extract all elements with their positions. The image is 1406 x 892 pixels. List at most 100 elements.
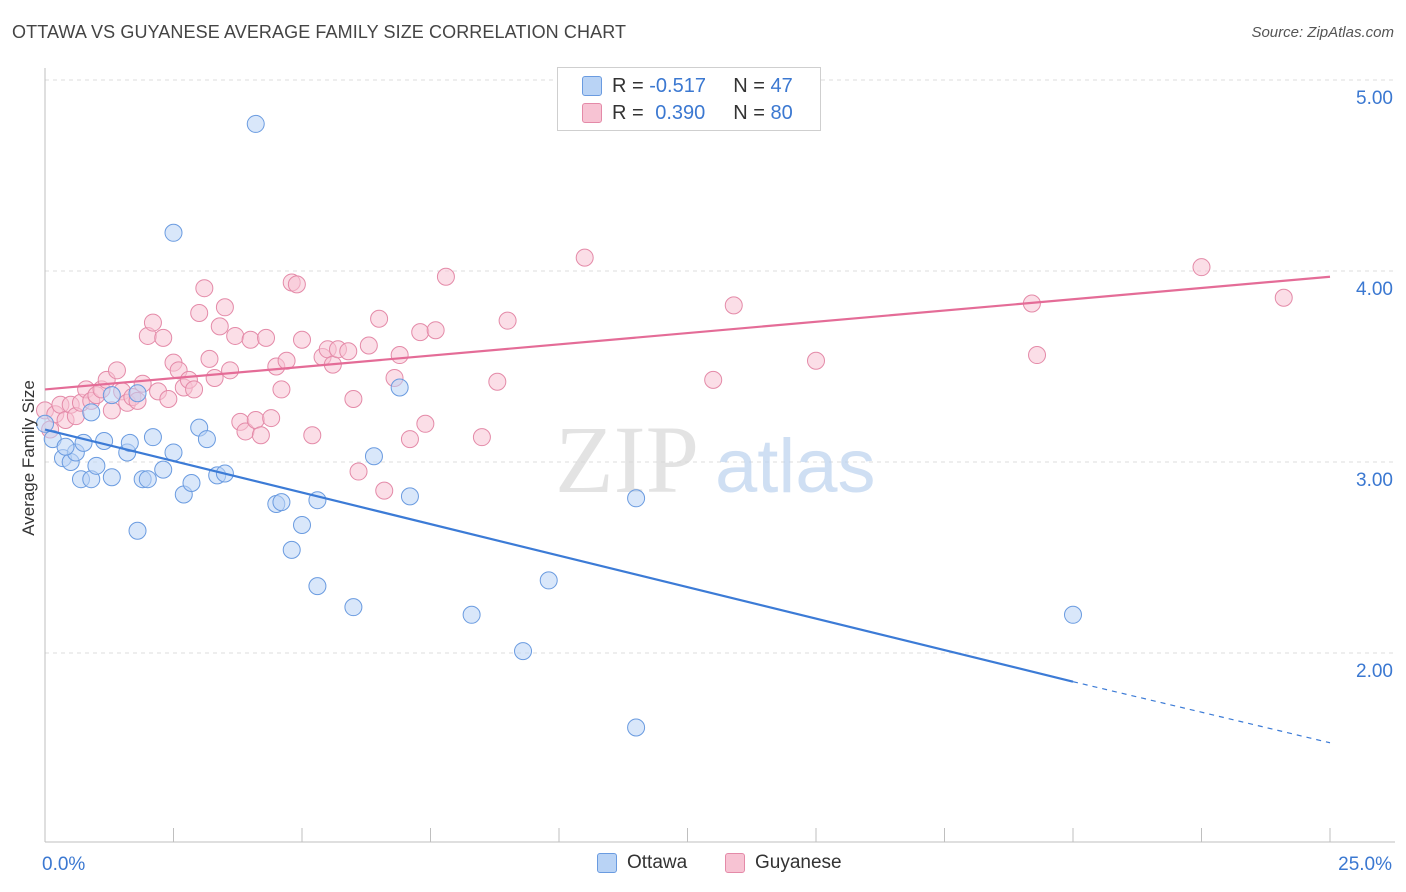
ottawa-point	[293, 516, 311, 535]
ottawa-point	[364, 447, 383, 466]
ottawa-point	[1064, 605, 1082, 624]
guyanese-point	[426, 321, 445, 340]
legend-n-label: N =	[733, 74, 771, 97]
guyanese-point	[215, 298, 234, 317]
ottawa-point	[102, 468, 121, 487]
guyanese-point	[293, 330, 311, 349]
legend-row-guyanese: R = 0.390 N = 80	[582, 101, 793, 125]
chart-source: Source: ZipAtlas.com	[1251, 24, 1394, 41]
guyanese-point	[704, 370, 723, 389]
guyanese-point	[102, 401, 121, 420]
ottawa-point	[164, 223, 183, 242]
ottawa-swatch	[582, 76, 602, 96]
ottawa-point	[390, 378, 409, 397]
y-axis-label: Average Family Size	[19, 380, 38, 536]
legend-n-value: 80	[770, 101, 793, 124]
guyanese-point	[724, 296, 743, 315]
guyanese-legend-swatch	[725, 853, 745, 873]
guyanese-point	[195, 279, 214, 298]
y-tick-label: 3.00	[1356, 470, 1393, 491]
bottom-legend-label: Ottawa	[627, 852, 688, 873]
guyanese-point	[154, 328, 173, 347]
guyanese-point	[251, 426, 270, 445]
legend-r-label: R =	[612, 74, 650, 97]
legend-r-label: R =	[612, 101, 650, 124]
guyanese-point	[200, 349, 219, 368]
guyanese-point	[807, 351, 825, 370]
ottawa-point	[102, 386, 121, 405]
guyanese-point	[390, 346, 409, 365]
guyanese-point	[349, 462, 368, 481]
ottawa-point	[154, 460, 173, 479]
legend-row-ottawa: R = -0.517 N = 47	[582, 74, 793, 98]
guyanese-point	[262, 409, 281, 428]
y-tick-label: 4.00	[1356, 279, 1393, 300]
guyanese-point	[210, 317, 229, 336]
ottawa-point	[138, 470, 157, 489]
ottawa-point	[462, 605, 481, 624]
grid-layer	[45, 79, 1395, 654]
ottawa-point	[82, 403, 101, 422]
ottawa-point	[344, 598, 363, 617]
guyanese-point	[375, 481, 394, 500]
ottawa-point	[128, 384, 147, 403]
guyanese-point	[143, 313, 162, 332]
guyanese-point	[575, 248, 594, 267]
bottom-legend-ottawa: Ottawa	[597, 852, 687, 874]
guyanese-point	[287, 275, 306, 294]
guyanese-point	[1028, 346, 1047, 365]
guyanese-point	[472, 428, 491, 447]
watermark-zip: ZIP	[555, 406, 699, 513]
ottawa-point	[246, 114, 265, 133]
guyanese-point	[416, 414, 435, 433]
legend-n-label: N =	[733, 101, 771, 124]
bottom-legend-guyanese: Guyanese	[725, 852, 842, 874]
guyanese-point	[221, 361, 240, 380]
guyanese-point	[359, 336, 378, 355]
points-layer	[36, 114, 1293, 737]
guyanese-point	[185, 380, 204, 399]
ottawa-point	[197, 430, 216, 449]
guyanese-point	[339, 342, 358, 361]
y-tick-label: 5.00	[1356, 88, 1393, 109]
guyanese-point	[436, 267, 455, 286]
ottawa-point	[282, 540, 301, 559]
ottawa-trend-extension	[1072, 681, 1331, 744]
ottawa-point	[182, 474, 201, 493]
guyanese-point	[411, 323, 430, 342]
guyanese-point	[190, 304, 209, 323]
guyanese-point	[246, 410, 265, 429]
ottawa-point	[143, 428, 162, 447]
ottawa-point	[627, 489, 646, 508]
ottawa-trend-line	[44, 428, 1074, 683]
guyanese-swatch	[582, 103, 602, 123]
guyanese-point	[107, 361, 126, 380]
guyanese-point	[498, 311, 517, 330]
legend-n-value: 47	[770, 74, 793, 97]
chart-title: OTTAWA VS GUYANESE AVERAGE FAMILY SIZE C…	[12, 22, 627, 42]
legend-r-value: -0.517	[649, 74, 706, 97]
ottawa-point	[272, 493, 291, 512]
ottawa-point	[539, 571, 558, 590]
bottom-legend-label: Guyanese	[755, 852, 842, 873]
ottawa-point	[627, 718, 646, 737]
guyanese-point	[257, 328, 276, 347]
guyanese-point	[272, 380, 291, 399]
guyanese-point	[241, 330, 260, 349]
axis-layer: 2.00 3.00 4.00 5.00	[44, 68, 1395, 843]
ottawa-point	[308, 577, 327, 596]
watermark-layer: ZIP atlas	[555, 406, 876, 513]
y-tick-label: 2.00	[1356, 661, 1393, 682]
ottawa-point	[87, 456, 106, 475]
ottawa-point	[514, 642, 533, 661]
x-tick-label-min: 0.0%	[42, 854, 85, 875]
ottawa-point	[36, 414, 54, 433]
guyanese-point	[159, 389, 178, 408]
guyanese-point	[226, 326, 245, 345]
legend-r-value: 0.390	[655, 101, 706, 124]
guyanese-point	[370, 309, 389, 328]
watermark-atlas: atlas	[715, 424, 876, 509]
trend-layer	[44, 275, 1331, 744]
guyanese-point	[488, 372, 507, 391]
